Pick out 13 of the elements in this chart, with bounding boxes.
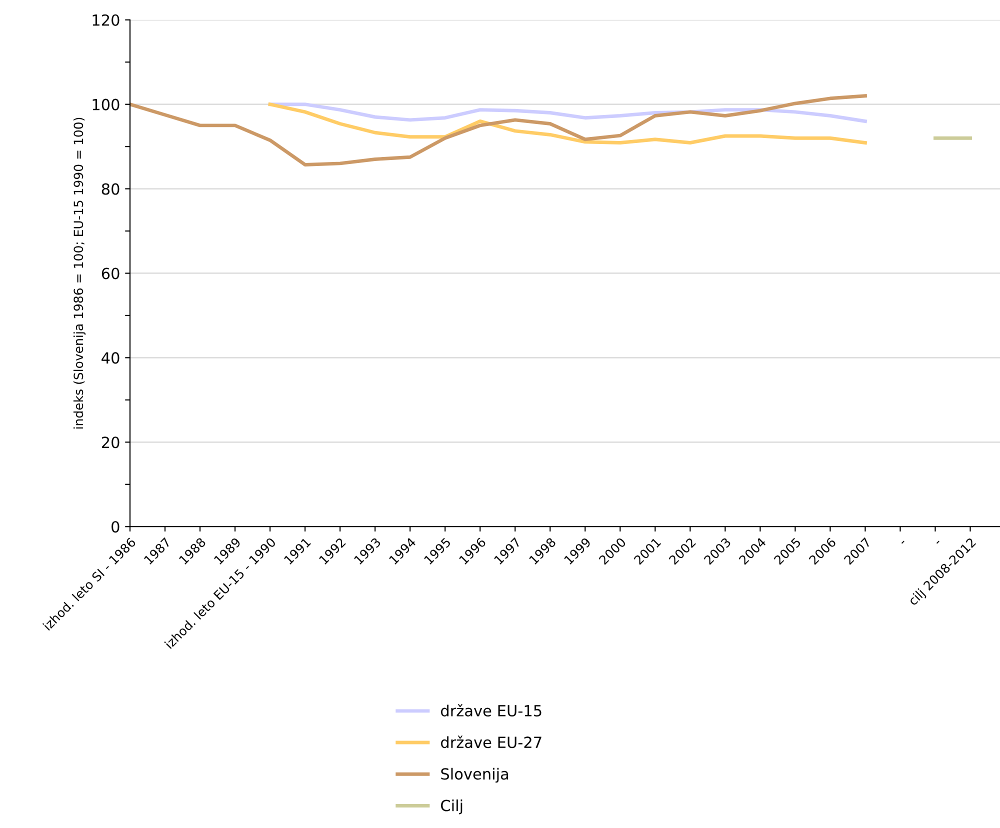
y-tick-label: 100 bbox=[92, 98, 120, 110]
y-tick-label: 80 bbox=[102, 183, 120, 195]
y-tick-label: 60 bbox=[102, 268, 120, 280]
legend-label: države EU-27 bbox=[441, 736, 542, 748]
y-axis-title: indeks (Slovenija 1986 = 100; EU-15 1990 = 100) bbox=[73, 118, 86, 429]
legend-label: države EU-15 bbox=[441, 704, 542, 717]
y-tick-label: 0 bbox=[112, 521, 120, 533]
x-tick-label: - bbox=[901, 540, 904, 544]
legend-label: Cilj bbox=[441, 799, 462, 814]
y-tick-label: 40 bbox=[102, 352, 120, 364]
legend-label: Slovenija bbox=[441, 768, 508, 783]
y-tick-label: 20 bbox=[102, 436, 120, 448]
y-tick-label: 120 bbox=[92, 14, 120, 26]
